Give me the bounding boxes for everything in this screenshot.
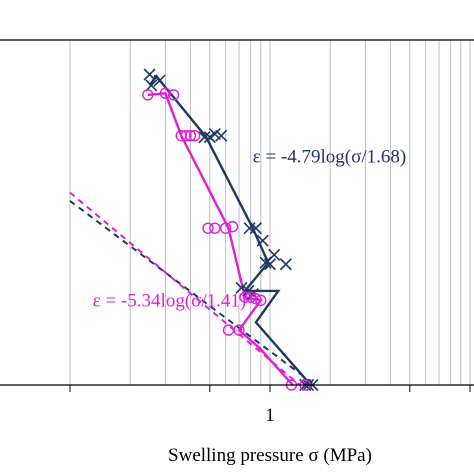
data-point	[153, 74, 166, 87]
data-point	[143, 68, 156, 81]
fit-lines	[69, 191, 316, 386]
data-point	[142, 89, 154, 101]
data-point	[202, 222, 214, 234]
data-point	[159, 87, 172, 100]
data-point	[239, 291, 251, 303]
data-point	[188, 129, 201, 142]
data-point	[235, 281, 248, 294]
data-point	[184, 129, 197, 142]
axes	[0, 39, 474, 392]
data-point	[145, 79, 158, 92]
data-point	[255, 294, 267, 307]
data-point	[256, 234, 269, 247]
x-tick-label: 1	[265, 405, 275, 426]
data-point	[222, 324, 235, 336]
fit-line	[69, 200, 316, 386]
data-point	[198, 131, 211, 144]
equation-label: ε = -4.79log(σ/1.68)	[253, 146, 406, 167]
data-point	[209, 222, 221, 234]
data-markers	[142, 68, 319, 392]
data-point	[168, 89, 180, 101]
data-point	[219, 222, 232, 234]
data-point	[180, 129, 192, 142]
data-point	[249, 222, 262, 235]
grid	[69, 40, 471, 385]
data-point	[263, 258, 277, 271]
data-point	[244, 291, 257, 303]
data-point	[233, 324, 245, 336]
fit-line	[69, 191, 301, 386]
annotations: ε = -4.79log(σ/1.68) ε = -5.34log(σ/1.41)	[93, 146, 406, 311]
equation-label: ε = -5.34log(σ/1.41)	[93, 291, 246, 312]
data-point	[175, 129, 187, 142]
data-point	[279, 258, 292, 271]
data-point	[226, 220, 239, 233]
data-point	[250, 293, 262, 305]
data-point	[268, 248, 281, 261]
x-axis-title: Swelling pressure σ (MPa)	[168, 445, 372, 466]
data-point	[215, 129, 228, 142]
tick-labels: 1	[265, 405, 275, 426]
